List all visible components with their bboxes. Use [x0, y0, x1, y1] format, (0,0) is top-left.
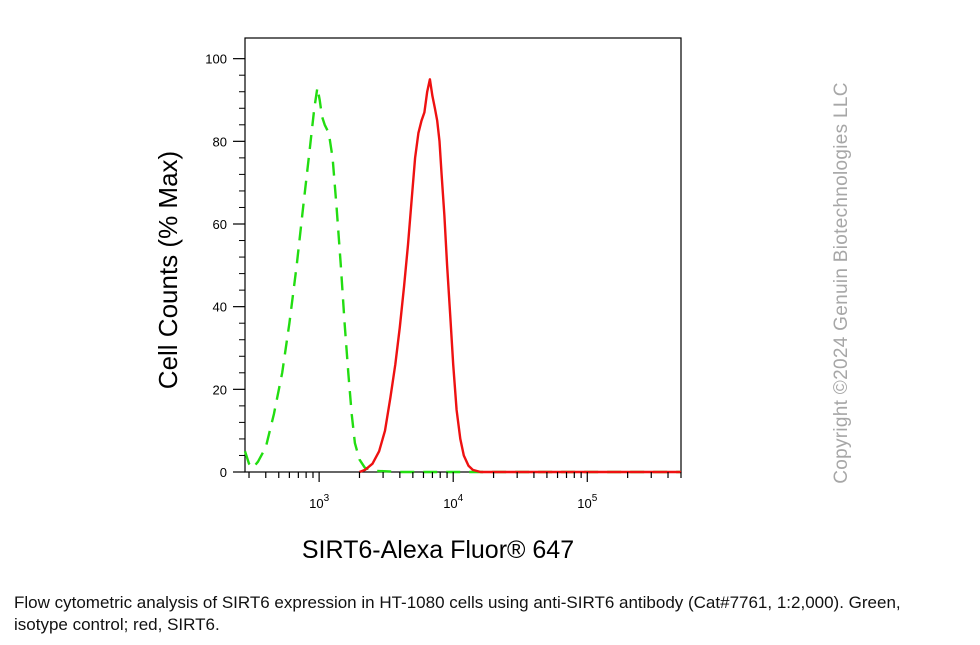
plot-frame	[244, 37, 682, 473]
plot-area: 0 20 40 60 80 100 103 104 105	[205, 37, 682, 511]
series-line-1	[243, 86, 681, 474]
x-tick-label: 105	[577, 493, 597, 511]
y-tick-label: 100	[205, 52, 227, 67]
x-tick-label: 103	[309, 493, 329, 511]
y-axis-label: Cell Counts (% Max)	[153, 151, 183, 389]
figure-caption: Flow cytometric analysis of SIRT6 expres…	[14, 593, 901, 634]
y-tick-label: 0	[220, 465, 227, 480]
y-tick-label: 80	[213, 134, 227, 149]
x-axis: 103 104 105	[248, 472, 682, 511]
y-tick-label: 20	[213, 382, 227, 397]
series-line-2	[359, 78, 681, 474]
y-tick-label: 40	[213, 300, 227, 315]
copyright-watermark: Copyright ©2024 Genuin Biotechnologies L…	[831, 82, 852, 484]
x-axis-label: SIRT6-Alexa Fluor® 647	[302, 536, 574, 564]
y-tick-label: 60	[213, 217, 227, 232]
x-tick-label: 104	[443, 493, 463, 511]
series-layer	[243, 78, 681, 474]
y-axis: 0 20 40 60 80 100	[205, 52, 245, 480]
